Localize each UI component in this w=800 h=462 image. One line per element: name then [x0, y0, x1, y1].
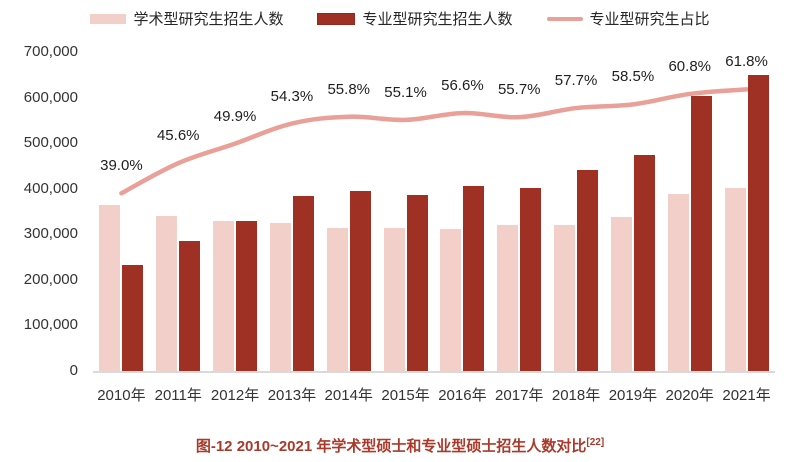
bar-academic-2012年: [213, 220, 235, 371]
y-axis-tick-label: 500,000: [23, 134, 78, 152]
bar-professional-2013年: [292, 195, 314, 371]
legend-item-ratio: 专业型研究生占比: [546, 10, 710, 28]
bar-professional-2014年: [349, 190, 371, 371]
figure-caption-text: 图-12 2010~2021 年学术型硕士和专业型硕士招生人数对比: [195, 438, 587, 455]
ratio-data-label: 45.6%: [156, 127, 200, 145]
bar-academic-2017年: [497, 225, 519, 371]
legend-label-academic: 学术型研究生招生人数: [133, 10, 284, 28]
bar-professional-2017年: [520, 187, 542, 371]
bar-academic-2021年: [724, 187, 746, 371]
ratio-line-swatch: [546, 17, 583, 21]
y-axis-tick-label: 700,000: [23, 43, 78, 60]
x-axis-label: 2020年: [665, 387, 714, 404]
x-axis-label: 2013年: [267, 387, 317, 404]
x-axis-label: 2016年: [438, 387, 487, 404]
ratio-data-label: 49.9%: [213, 107, 257, 125]
x-axis-label: 2011年: [154, 387, 202, 404]
professional-bar-swatch: [317, 13, 356, 25]
legend-label-professional: 专业型研究生招生人数: [362, 10, 513, 28]
ratio-data-label: 61.8%: [725, 53, 768, 71]
legend-item-professional: 专业型研究生招生人数: [317, 10, 513, 28]
y-axis-tick-label: 400,000: [23, 179, 78, 197]
y-axis-tick-label: 0: [69, 362, 78, 379]
y-axis-tick-label: 100,000: [23, 316, 78, 334]
ratio-data-label: 54.3%: [270, 87, 314, 105]
y-axis-tick-label: 200,000: [23, 270, 78, 288]
ratio-data-label: 57.7%: [554, 72, 598, 90]
chart-legend: 学术型研究生招生人数 专业型研究生招生人数 专业型研究生占比: [0, 6, 800, 32]
academic-bar-swatch: [90, 14, 127, 24]
x-axis-label: 2018年: [551, 387, 601, 404]
ratio-data-label: 55.1%: [384, 83, 427, 101]
bar-academic-2010年: [99, 204, 121, 371]
bar-academic-2015年: [383, 228, 405, 371]
x-axis-label: 2014年: [324, 387, 373, 404]
ratio-data-label: 55.8%: [327, 80, 371, 98]
bar-professional-2012年: [236, 221, 258, 371]
bar-academic-2019年: [610, 217, 632, 371]
bar-professional-2018年: [577, 170, 599, 371]
x-axis-label: 2010年: [97, 387, 146, 404]
x-axis-label: 2017年: [495, 387, 544, 404]
bar-academic-2016年: [440, 228, 462, 371]
bar-professional-2016年: [463, 185, 485, 371]
figure-caption: 图-12 2010~2021 年学术型硕士和专业型硕士招生人数对比[22]: [0, 433, 800, 457]
x-axis-label: 2012年: [210, 387, 260, 404]
ratio-data-label: 60.8%: [668, 57, 712, 75]
bar-professional-2019年: [633, 154, 655, 371]
figure-caption-reference: [22]: [586, 437, 605, 448]
x-axis-label: 2015年: [381, 387, 430, 404]
bar-academic-2011年: [156, 216, 178, 371]
ratio-data-label: 55.7%: [497, 81, 541, 99]
ratio-data-label: 39.0%: [100, 157, 143, 175]
bar-academic-2018年: [554, 224, 576, 371]
x-axis-line: [93, 371, 775, 373]
bar-professional-2010年: [122, 264, 144, 371]
bar-professional-2015年: [406, 195, 428, 371]
bar-professional-2021年: [747, 74, 769, 371]
bar-academic-2013年: [269, 223, 291, 371]
x-axis-label: 2019年: [608, 387, 658, 404]
bar-academic-2020年: [667, 193, 689, 371]
bar-professional-2020年: [690, 96, 712, 371]
legend-item-academic: 学术型研究生招生人数: [90, 12, 283, 27]
ratio-data-label: 58.5%: [611, 68, 655, 86]
y-axis-tick-label: 300,000: [23, 225, 78, 243]
x-axis-label: 2021年: [722, 387, 771, 404]
bar-academic-2014年: [326, 228, 348, 371]
legend-label-ratio: 专业型研究生占比: [589, 10, 710, 28]
bar-professional-2011年: [179, 241, 201, 371]
y-axis-tick-label: 600,000: [23, 88, 78, 106]
ratio-data-label: 56.6%: [441, 77, 484, 95]
